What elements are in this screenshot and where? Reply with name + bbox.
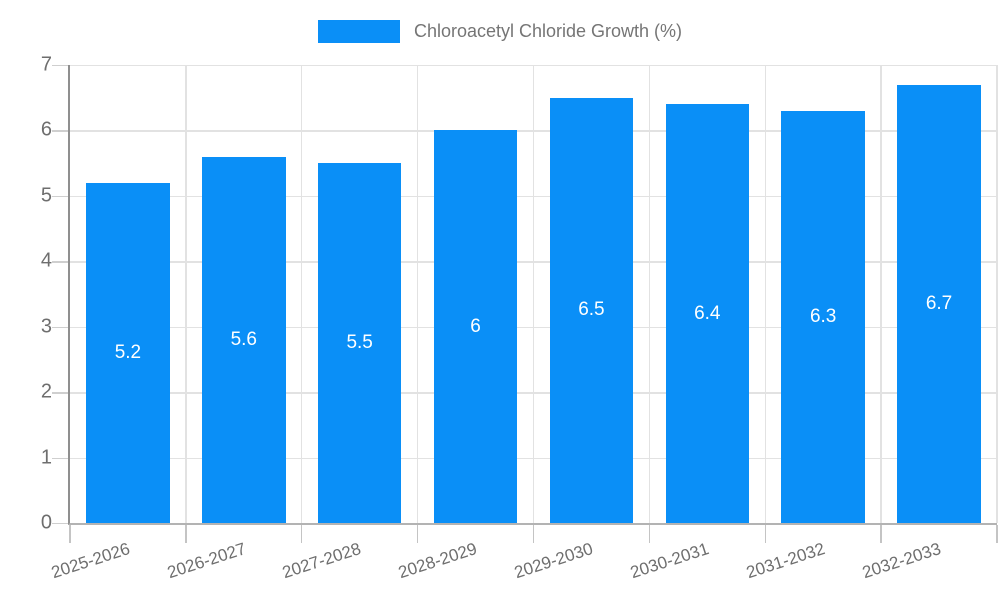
x-tick-label: 2027-2028 [280, 539, 364, 583]
y-tick-label: 1 [40, 446, 52, 469]
x-tick-label: 2026-2027 [164, 539, 248, 583]
x-axis-tick [996, 525, 998, 543]
legend-swatch [317, 20, 400, 43]
y-axis-tick [52, 523, 68, 525]
bar[interactable]: 5.6 [202, 156, 286, 523]
y-tick-label: 3 [40, 315, 52, 338]
y-axis-tick [52, 326, 68, 329]
bar-value-label: 6.5 [578, 299, 605, 321]
x-axis-tick [880, 525, 882, 543]
y-axis: 0 1 2 3 4 5 6 7 [0, 54, 52, 534]
x-axis-tick [532, 525, 535, 543]
v-gridline [648, 65, 651, 523]
bar-value-label: 5.5 [346, 332, 373, 354]
bar-value-label: 5.2 [114, 341, 142, 363]
x-tick-label: 2028-2029 [396, 539, 480, 583]
x-axis-tick [416, 525, 419, 543]
bar[interactable]: 6.7 [897, 84, 981, 523]
y-tick-label: 5 [40, 184, 52, 207]
x-axis-tick [764, 525, 766, 543]
legend[interactable]: Chloroacetyl Chloride Growth (%) [0, 20, 1000, 43]
bar[interactable]: 6 [433, 130, 518, 523]
x-axis-tick [69, 525, 71, 543]
x-axis-tick [648, 525, 651, 543]
v-gridline [880, 65, 882, 523]
y-tick-label: 4 [40, 249, 52, 272]
x-tick-label: 2029-2030 [512, 539, 596, 583]
bar-value-label: 6.3 [809, 305, 837, 327]
plot-area: 5.2 5.6 5.5 6 6.5 6.4 6.3 6.7 [52, 65, 998, 543]
x-axis: 2025-2026 2026-2027 2027-2028 2028-2029 2029… [49, 525, 995, 600]
y-axis-tick [52, 457, 68, 459]
v-gridline [185, 65, 187, 523]
v-gridline [532, 65, 535, 523]
bar-value-label: 5.6 [230, 328, 258, 350]
y-tick-label: 7 [40, 53, 52, 76]
y-axis-tick [52, 195, 68, 198]
x-tick-label: 2032-2033 [859, 539, 943, 583]
y-axis-tick [52, 65, 68, 67]
bar-value-label: 6 [470, 315, 481, 337]
y-tick-label: 0 [40, 511, 52, 534]
v-gridline [764, 65, 766, 523]
v-gridline [996, 65, 998, 523]
legend-label: Chloroacetyl Chloride Growth (%) [413, 21, 683, 41]
x-axis-tick [185, 525, 187, 543]
y-axis-tick [52, 392, 68, 394]
y-tick-label: 6 [40, 118, 52, 141]
x-axis-tick [301, 525, 303, 543]
bar-value-label: 6.4 [694, 302, 721, 324]
x-tick-label: 2030-2031 [627, 539, 712, 583]
bar[interactable]: 6.3 [781, 110, 865, 523]
v-gridline [416, 65, 419, 523]
x-tick-label: 2025-2026 [48, 539, 132, 583]
y-axis-tick [52, 130, 68, 132]
bar[interactable]: 5.5 [317, 163, 402, 523]
y-axis-tick [52, 261, 68, 263]
y-tick-label: 2 [40, 380, 52, 403]
bar[interactable]: 6.5 [549, 97, 634, 523]
bar[interactable]: 6.4 [665, 104, 750, 523]
bar-value-label: 6.7 [925, 292, 953, 314]
v-gridline [301, 65, 303, 523]
bar[interactable]: 5.2 [86, 182, 170, 523]
x-tick-label: 2031-2032 [743, 539, 828, 583]
